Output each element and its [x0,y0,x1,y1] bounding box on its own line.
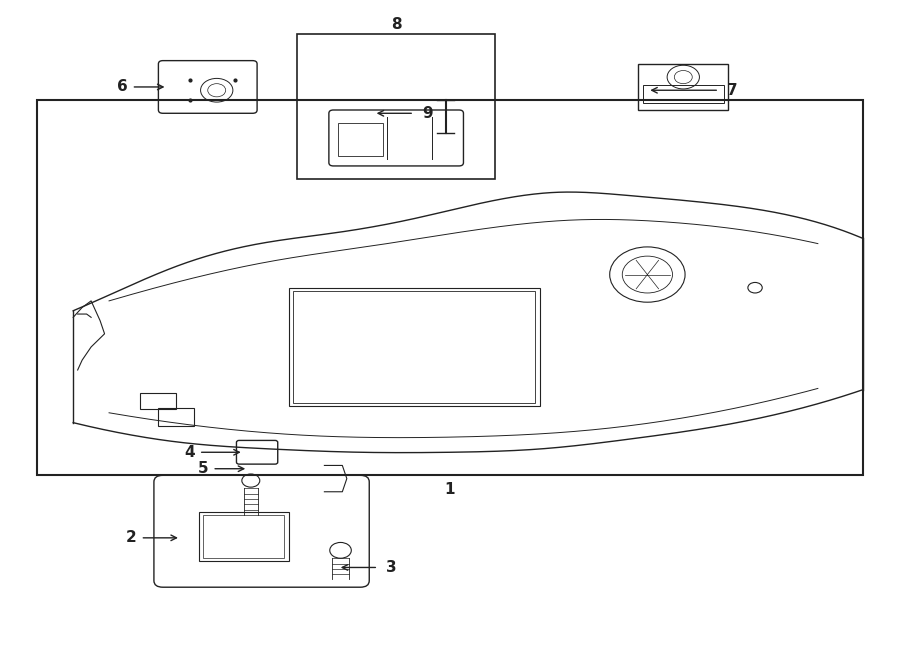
Text: 9: 9 [422,106,433,121]
Bar [199,512,289,561]
Text: 7: 7 [727,83,738,98]
Text: 5: 5 [198,461,209,476]
Bar [638,64,728,110]
Text: 4: 4 [184,445,195,460]
Bar [338,123,382,156]
Bar [289,288,540,407]
Bar [293,291,536,403]
Bar [203,515,284,558]
Bar [298,34,495,179]
Bar [643,85,724,103]
Text: 6: 6 [117,79,128,95]
Text: 2: 2 [126,530,137,545]
Text: 8: 8 [391,17,401,32]
Bar [140,393,176,409]
Bar [158,408,194,426]
Text: 1: 1 [445,483,455,497]
Text: 3: 3 [386,560,397,575]
Bar [37,100,863,475]
